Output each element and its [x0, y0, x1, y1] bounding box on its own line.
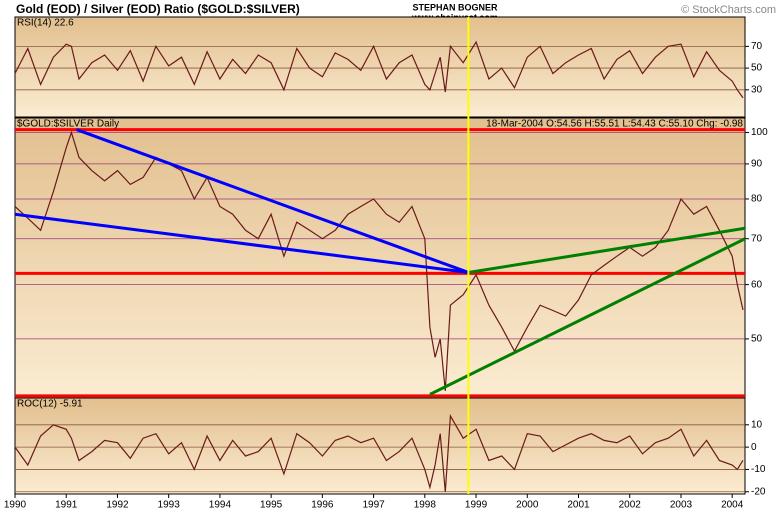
trend-line — [429, 237, 746, 396]
y-tick-label: 50 — [751, 63, 763, 74]
panel-label: RSI(14) 22.6 — [17, 18, 74, 29]
chart-title: Gold (EOD) / Silver (EOD) Ratio ($GOLD:$… — [16, 2, 300, 16]
y-tick-label: 100 — [751, 127, 768, 138]
x-tick-label: 1990 — [4, 500, 27, 511]
credit: © StockCharts.com — [681, 4, 776, 16]
y-tick-label: 70 — [751, 41, 763, 52]
x-tick-label: 1992 — [106, 500, 129, 511]
panel-label: $GOLD:$SILVER Daily — [17, 119, 119, 130]
author: STEPHAN BOGNER — [412, 2, 498, 12]
data-line — [14, 130, 744, 391]
x-tick-label: 2002 — [619, 500, 642, 511]
y-tick-label: -10 — [751, 464, 766, 475]
panel-background — [14, 117, 746, 399]
x-tick-label: 1999 — [465, 500, 488, 511]
x-tick-label: 1994 — [209, 500, 232, 511]
panel-background — [14, 397, 746, 495]
x-tick-label: 2001 — [567, 500, 590, 511]
x-tick-label: 1996 — [311, 500, 334, 511]
quote: 18-Mar-2004 O:54.56 H:55.51 L:54.43 C:55… — [486, 119, 743, 130]
trend-line — [75, 128, 469, 274]
x-tick-label: 1997 — [362, 500, 385, 511]
trend-line — [14, 212, 469, 274]
y-tick-label: 70 — [751, 233, 763, 244]
y-tick-label: 0 — [751, 442, 757, 453]
y-tick-label: 30 — [751, 84, 763, 95]
data-line — [14, 40, 744, 99]
x-tick-label: 1995 — [260, 500, 283, 511]
y-tick-label: 80 — [751, 194, 763, 205]
y-tick-label: 10 — [751, 419, 763, 430]
x-tick-label: 2000 — [516, 500, 539, 511]
x-tick-label: 1998 — [414, 500, 437, 511]
y-tick-label: 60 — [751, 279, 763, 290]
x-tick-label: 1993 — [158, 500, 181, 511]
data-line — [14, 413, 744, 492]
x-tick-label: 2004 — [721, 500, 744, 511]
panel-label: ROC(12) -5.91 — [17, 399, 83, 410]
y-tick-label: 90 — [751, 159, 763, 170]
x-tick-label: 1991 — [55, 500, 78, 511]
y-tick-label: 50 — [751, 334, 763, 345]
x-tick-label: 2003 — [670, 500, 693, 511]
panel-background — [14, 16, 746, 118]
y-tick-label: -20 — [751, 486, 766, 497]
trend-line — [468, 226, 746, 274]
